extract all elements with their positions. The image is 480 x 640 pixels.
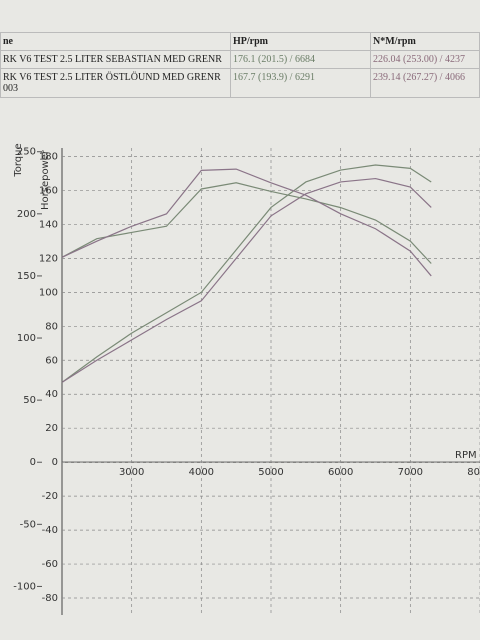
- y2-tick-label: 250: [17, 147, 36, 158]
- x-axis-label: RPM: [455, 450, 477, 461]
- y-tick-label: 100: [39, 287, 58, 298]
- y-tick-label: 80: [45, 321, 58, 332]
- y-tick-label: 0: [52, 457, 58, 468]
- y2-tick-label: 0: [30, 457, 36, 468]
- y-tick-label: -80: [42, 593, 58, 604]
- line: [61, 182, 432, 264]
- cell: RK V6 TEST 2.5 LITER ÖSTLÖUND MED GRENR 0…: [0, 68, 231, 98]
- y-tick-label: -60: [42, 559, 58, 570]
- line: [61, 168, 432, 277]
- y-tick-label: 60: [45, 355, 58, 366]
- header-row: ne HP/rpm N*M/rpm: [0, 32, 480, 51]
- cell: 239.14 (267.27) / 4066: [370, 68, 480, 98]
- line: [61, 164, 432, 383]
- y-tick-label: 140: [39, 219, 58, 230]
- y2-tick-label: -100: [13, 581, 36, 592]
- y2-tick-label: -50: [20, 519, 36, 530]
- y-tick-label: -20: [42, 491, 58, 502]
- cell-note: 003: [3, 83, 18, 94]
- y2-tick-label: 50: [23, 395, 36, 406]
- y2-tick-label: 100: [17, 333, 36, 344]
- y-tick-label: -40: [42, 525, 58, 536]
- y2-tick-label: 200: [17, 209, 36, 220]
- cell: 167.7 (193.9) / 6291: [230, 68, 371, 98]
- y2-tick-label: 150: [17, 271, 36, 282]
- row: RK V6 TEST 2.5 LITER ÖSTLÖUND MED GRENR 0…: [0, 68, 480, 98]
- x-tick-label: 8000: [467, 467, 480, 478]
- y-tick-label: 160: [39, 185, 58, 196]
- y-axis-label: Horsepower: [40, 149, 51, 210]
- y-tick-label: 40: [45, 389, 58, 400]
- cell-text: RK V6 TEST 2.5 LITER ÖSTLÖUND MED GRENR: [3, 72, 221, 83]
- line: [61, 177, 432, 383]
- y2-axis-label: Torque: [13, 143, 24, 177]
- y-tick-label: 120: [39, 253, 58, 264]
- y-tick-label: 180: [39, 151, 58, 162]
- y-tick-label: 20: [45, 423, 58, 434]
- results-table: ne HP/rpm N*M/rpm RK V6 TEST 2.5 LITER S…: [0, 32, 480, 98]
